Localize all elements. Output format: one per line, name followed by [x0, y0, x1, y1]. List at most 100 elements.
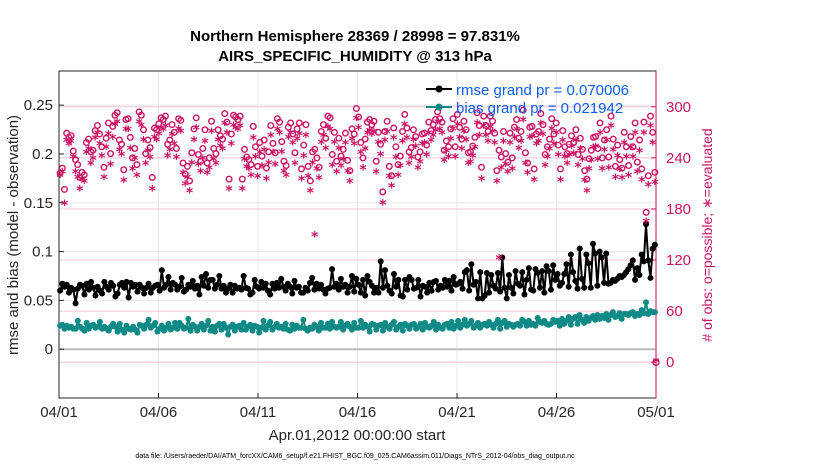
evaluated-obs-marker: * [377, 149, 385, 165]
evaluated-obs-marker: * [287, 128, 295, 144]
rmse-point [196, 291, 203, 298]
rmse-point [415, 276, 422, 283]
possible-obs-marker [89, 146, 97, 154]
evaluated-obs-marker: * [419, 139, 427, 155]
possible-obs-marker [131, 144, 139, 152]
bias-point [355, 324, 362, 331]
bias-point [318, 319, 325, 326]
rmse-point [346, 283, 353, 290]
possible-obs-marker [214, 126, 222, 134]
evaluated-obs-marker: * [261, 145, 269, 161]
y-tick-label-left: 0.05 [24, 292, 53, 309]
evaluated-obs-marker: * [109, 132, 117, 148]
evaluated-obs-marker: * [329, 160, 337, 176]
evaluated-obs-marker: * [640, 128, 648, 144]
rmse-point [497, 288, 504, 295]
evaluated-obs-marker: * [289, 138, 297, 154]
rmse-point [466, 287, 473, 294]
possible-obs-marker [528, 122, 536, 130]
evaluated-obs-marker: * [105, 128, 113, 144]
possible-obs-marker [642, 208, 650, 216]
rmse-point [477, 269, 484, 276]
rmse-point [554, 271, 561, 278]
bias-point [461, 316, 468, 323]
evaluated-obs-marker: * [629, 151, 637, 167]
evaluated-obs-marker: * [478, 174, 486, 190]
possible-obs-marker [587, 146, 595, 154]
possible-obs-marker [554, 141, 562, 149]
possible-obs-marker [302, 121, 310, 129]
rmse-point [125, 294, 132, 301]
rmse-point [413, 284, 420, 291]
possible-obs-marker [396, 152, 404, 160]
rmse-point [494, 270, 501, 277]
rmse-point [81, 291, 88, 298]
evaluated-obs-marker: * [386, 171, 394, 187]
possible-obs-marker [179, 159, 187, 167]
possible-obs-marker [609, 135, 617, 143]
evaluated-obs-marker: * [74, 172, 82, 188]
bias-point [121, 329, 128, 336]
possible-obs-marker [335, 134, 343, 142]
evaluated-obs-marker: * [493, 176, 501, 192]
rmse-point [505, 272, 512, 279]
evaluated-obs-marker: * [520, 115, 528, 131]
evaluated-obs-marker: * [552, 128, 560, 144]
bias-point [574, 320, 581, 327]
possible-obs-marker [519, 106, 527, 114]
bias-point [282, 320, 289, 327]
evaluated-obs-marker: * [449, 123, 457, 139]
bias-point [576, 312, 583, 319]
rmse-point [278, 275, 285, 282]
possible-obs-marker [370, 117, 378, 125]
bias-point [83, 319, 90, 326]
possible-obs-marker [188, 149, 196, 157]
evaluated-obs-marker: * [559, 135, 567, 151]
possible-obs-marker [304, 162, 312, 170]
possible-obs-marker [129, 154, 137, 162]
evaluated-obs-marker: * [621, 138, 629, 154]
evaluated-obs-marker: * [67, 136, 75, 152]
possible-obs-marker [605, 153, 613, 161]
evaluated-obs-marker: * [408, 152, 416, 168]
possible-obs-marker [258, 152, 266, 160]
possible-obs-marker [60, 185, 68, 193]
evaluated-obs-marker: * [94, 128, 102, 144]
rmse-point [304, 287, 311, 294]
evaluated-obs-marker: * [504, 167, 512, 183]
evaluated-obs-marker: * [245, 163, 253, 179]
rmse-point [545, 268, 552, 275]
possible-obs-marker [254, 162, 262, 170]
possible-obs-marker [350, 130, 358, 138]
rmse-point [552, 276, 559, 283]
evaluated-obs-marker: * [502, 159, 510, 175]
rmse-point [486, 289, 493, 296]
rmse-point [517, 282, 524, 289]
possible-obs-marker [93, 121, 101, 129]
possible-obs-marker [225, 175, 233, 183]
evaluated-obs-marker: * [304, 171, 312, 187]
data-file-footnote: data file: /Users/raeder/DAI/ATM_forcXX/… [135, 453, 575, 460]
evaluated-obs-marker: * [394, 170, 402, 186]
evaluated-obs-marker: * [574, 160, 582, 176]
possible-obs-marker [385, 162, 393, 170]
possible-obs-marker [361, 135, 369, 143]
evaluated-obs-marker: * [548, 123, 556, 139]
evaluated-obs-marker: * [65, 139, 73, 155]
rmse-point [643, 221, 650, 228]
possible-obs-marker [282, 162, 290, 170]
evaluated-obs-marker: * [583, 185, 591, 201]
rmse-point [550, 262, 557, 269]
rmse-point [393, 283, 400, 290]
possible-obs-marker [449, 115, 457, 123]
possible-obs-marker [552, 119, 560, 127]
evaluated-obs-marker: * [190, 134, 198, 150]
evaluated-obs-marker: * [627, 142, 635, 158]
possible-obs-marker [374, 128, 382, 136]
evaluated-obs-marker: * [149, 184, 157, 200]
x-tick-label: 04/21 [438, 404, 476, 421]
rmse-point [337, 275, 344, 282]
evaluated-obs-marker: * [140, 134, 148, 150]
bias-point [337, 318, 344, 325]
